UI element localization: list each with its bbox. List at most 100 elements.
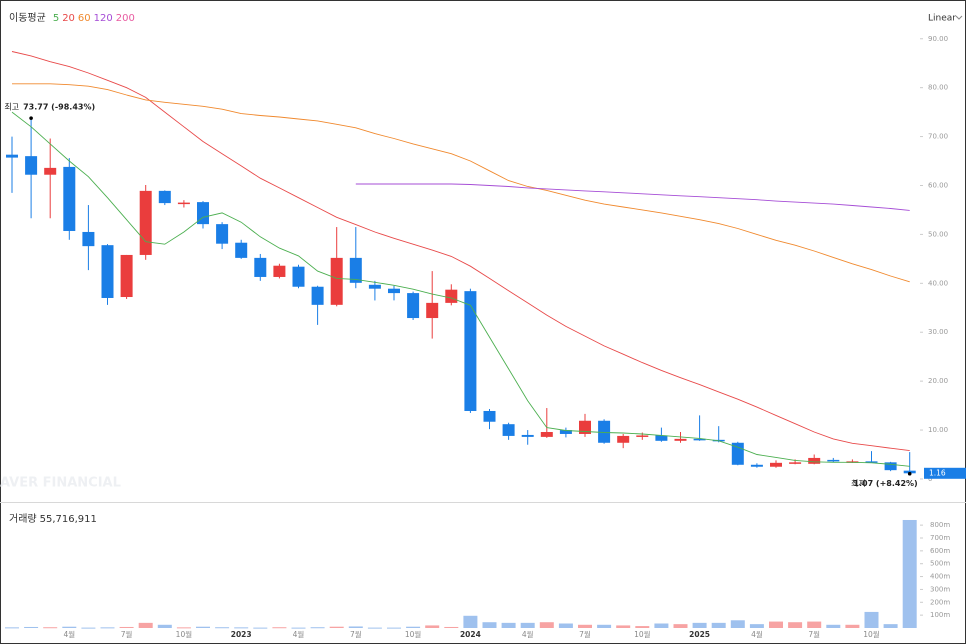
candle-body xyxy=(139,190,152,255)
legend-entry: 120 xyxy=(93,13,113,24)
candle-body xyxy=(865,461,878,463)
volume-bar xyxy=(902,519,917,628)
volume-bar xyxy=(597,624,612,628)
volume-tick-label: 100m xyxy=(930,611,950,619)
volume-bar xyxy=(387,627,401,629)
x-tick-label: 4월 xyxy=(293,629,305,639)
candle-body xyxy=(636,435,649,437)
candle-body xyxy=(445,289,458,303)
volume-bar xyxy=(310,627,325,629)
ma-line xyxy=(11,111,910,467)
volume-bar xyxy=(119,626,134,628)
volume-bar xyxy=(578,624,592,628)
candle-body xyxy=(617,435,630,443)
volume-bar xyxy=(24,626,39,628)
candle-body xyxy=(579,420,591,434)
legend-items: 5 20 60 120 200 xyxy=(49,13,138,24)
x-tick-label: 4월 xyxy=(522,629,534,639)
volume-bar xyxy=(100,627,115,629)
ma-line xyxy=(12,83,910,283)
watermark: NAVER FINANCIAL xyxy=(0,476,121,491)
candle-body xyxy=(655,435,668,441)
volume-tick-label: 700m xyxy=(930,534,950,542)
candle-body xyxy=(235,242,248,258)
x-tick-label: 4월 xyxy=(751,629,763,639)
legend-entry: 20 xyxy=(62,13,75,24)
low-marker xyxy=(907,471,912,476)
last-price-badge xyxy=(924,467,966,479)
y-tick-label: 90.00 xyxy=(928,35,948,43)
volume-bar xyxy=(329,626,344,628)
volume-bar xyxy=(138,622,153,628)
volume-bar xyxy=(215,627,230,629)
volume-bar xyxy=(444,626,459,628)
candle-body xyxy=(197,202,209,225)
x-tick-label: 7월 xyxy=(121,629,133,639)
x-tick-label: 10월 xyxy=(176,629,193,639)
volume-tick-label: 500m xyxy=(930,560,950,568)
volume-bar xyxy=(673,624,688,628)
high-label: 최고 xyxy=(4,102,19,112)
x-tick-label: 7월 xyxy=(350,629,362,639)
ma-line xyxy=(355,183,910,211)
volume-bar xyxy=(482,622,497,628)
candle-body xyxy=(216,224,229,244)
volume-bar xyxy=(425,625,440,628)
candle-body xyxy=(598,420,611,443)
high-value: 73.77 (-98.43%) xyxy=(23,103,95,112)
candle-body xyxy=(330,257,343,305)
volume-bar xyxy=(62,626,77,628)
candle-body xyxy=(120,254,133,298)
x-tick-label: 10월 xyxy=(863,629,880,639)
volume-bar xyxy=(883,624,898,628)
volume-bar xyxy=(406,626,421,628)
candle-body xyxy=(808,457,821,464)
x-tick-label: 7월 xyxy=(579,629,591,639)
volume-bar xyxy=(558,623,573,628)
x-tick-label: 2023 xyxy=(231,630,252,639)
volume-bar xyxy=(291,627,306,629)
candle-body xyxy=(177,202,190,205)
volume-bar xyxy=(501,622,516,628)
low-value: 1.07 (+8.42%) xyxy=(853,479,917,488)
volume-bar xyxy=(463,615,478,628)
volume-title: 거래량 xyxy=(9,514,37,525)
volume-bar xyxy=(730,620,745,628)
dropdown-chevron[interactable] xyxy=(955,15,963,20)
volume-bar xyxy=(81,627,96,629)
volume-header: 거래량 55,716,911 xyxy=(9,510,100,525)
y-tick-label: 70.00 xyxy=(928,133,948,141)
scale-toggle[interactable]: Linear xyxy=(928,14,956,24)
legend-title: 이동평균 xyxy=(9,13,46,24)
x-tick-label: 7월 xyxy=(808,629,820,639)
volume-bar xyxy=(272,627,287,629)
candle-body xyxy=(770,462,782,467)
volume-bar xyxy=(826,624,841,628)
volume-bar xyxy=(635,626,650,628)
candle-body xyxy=(6,154,18,158)
y-tick-label: 0 xyxy=(928,475,932,483)
candle-body xyxy=(292,266,305,287)
y-tick-label: 30.00 xyxy=(928,328,948,336)
candle-body xyxy=(483,410,496,422)
volume-bar xyxy=(5,627,19,629)
volume-value: 55,716,911 xyxy=(39,514,97,525)
volume-tick-label: 300m xyxy=(930,585,950,593)
y-tick-label: 40.00 xyxy=(928,279,948,287)
volume-bar xyxy=(845,624,860,628)
candle-body xyxy=(693,438,706,441)
candle-body xyxy=(521,434,534,437)
volume-tick-label: 400m xyxy=(930,573,950,581)
y-tick-label: 50.00 xyxy=(928,230,948,238)
volume-bar xyxy=(654,623,669,628)
volume-bar xyxy=(367,627,382,629)
y-tick-label: 10.00 xyxy=(928,426,948,434)
candle-body xyxy=(44,167,57,175)
legend-entry: 60 xyxy=(77,13,91,24)
candle-body xyxy=(273,265,286,277)
volume-bar xyxy=(157,624,172,628)
x-tick-label: 10월 xyxy=(634,629,651,639)
volume-bar xyxy=(711,622,726,628)
